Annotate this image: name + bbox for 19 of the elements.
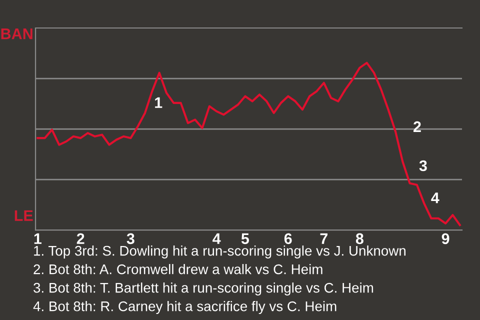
- text: 3. Bot 8th: T. Bartlett hit a run-scoring single vs C. Heim: [34, 282, 374, 296]
- text: 4. Bot 8th: R. Carney hit a sacrifice fly vs C. Heim: [33, 301, 336, 314]
- x-tick-label: 5: [241, 233, 250, 244]
- annotation: 3: [419, 160, 427, 172]
- x-tick-label: 9: [442, 233, 450, 244]
- annotation: 4: [431, 192, 440, 204]
- x-tick-label: 2: [76, 233, 84, 244]
- text: 2. Bot 8th: A. Cromwell drew a walk vs C. Heim: [34, 264, 322, 274]
- x-tick-label: 1: [34, 233, 42, 244]
- x-tick-label: 8: [356, 233, 364, 244]
- x-tick-label: 4: [212, 233, 221, 244]
- x-tick-label: 3: [126, 233, 134, 244]
- text: LE: [14, 210, 33, 221]
- text: BAN: [1, 28, 32, 40]
- x-tick-label: 7: [320, 233, 328, 244]
- x-tick-label: 6: [284, 233, 292, 244]
- annotation: 1: [155, 97, 162, 108]
- text: 1. Top 3rd: S. Dowling hit a run-scoring single vs J. Unknown: [34, 246, 406, 258]
- annotation: 2: [414, 121, 421, 132]
